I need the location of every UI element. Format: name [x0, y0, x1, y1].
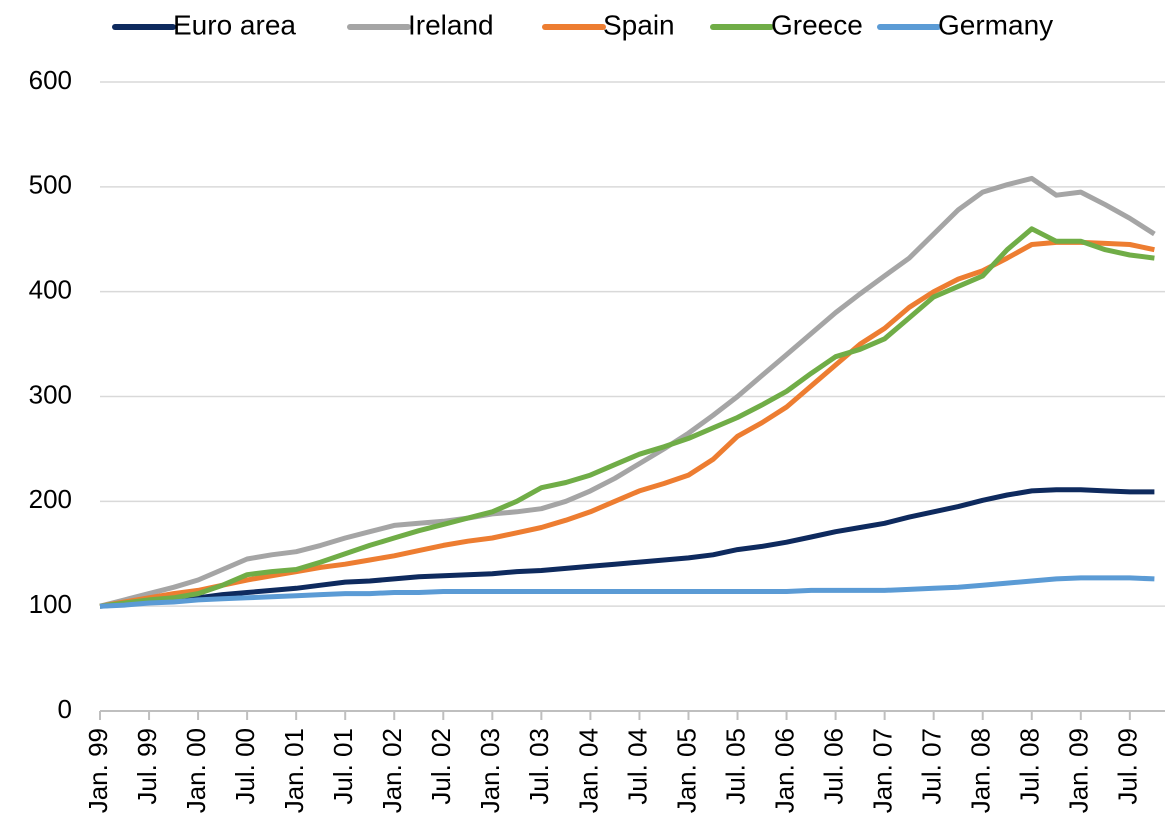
x-tick-label: Jul. 07	[917, 728, 947, 805]
series-line	[99, 226, 1155, 609]
y-tick-label: 100	[29, 589, 72, 619]
x-tick-label: Jan. 04	[573, 728, 603, 813]
x-tick-label: Jan. 02	[377, 728, 407, 813]
series-line	[99, 575, 1155, 609]
x-tick-label: Jul. 01	[328, 728, 358, 805]
x-tick-label: Jul. 09	[1113, 728, 1143, 805]
y-tick-label: 0	[58, 694, 72, 724]
x-tick-label: Jan. 00	[181, 728, 211, 813]
x-tick-label: Jul. 08	[1015, 728, 1045, 805]
legend-label: Spain	[603, 9, 675, 40]
series-line	[99, 175, 1156, 609]
y-tick-label: 200	[29, 484, 72, 514]
series-line	[99, 239, 1155, 609]
x-tick-label: Jul. 03	[524, 728, 554, 805]
x-tick-label: Jan. 01	[279, 728, 309, 813]
x-tick-label: Jul. 05	[720, 728, 750, 805]
y-tick-label: 300	[29, 379, 72, 409]
x-tick-label: Jul. 00	[230, 728, 260, 805]
x-tick-label: Jan. 07	[868, 728, 898, 813]
x-tick-label: Jan. 03	[475, 728, 505, 813]
x-tick-label: Jan. 05	[671, 728, 701, 813]
y-tick-label: 400	[29, 275, 72, 305]
legend-label: Germany	[938, 9, 1053, 40]
x-tick-label: Jan. 09	[1064, 728, 1094, 813]
legend-label: Greece	[771, 9, 863, 40]
x-tick-label: Jan. 99	[83, 728, 113, 813]
legend-label: Ireland	[408, 9, 494, 40]
x-tick-label: Jul. 06	[818, 728, 848, 805]
legend-label: Euro area	[173, 9, 296, 40]
x-tick-label: Jan. 08	[966, 728, 996, 813]
series-line	[99, 487, 1155, 609]
y-tick-label: 500	[29, 170, 72, 200]
x-tick-label: Jul. 99	[132, 728, 162, 805]
x-tick-label: Jan. 06	[769, 728, 799, 813]
x-tick-label: Jul. 04	[622, 728, 652, 805]
y-tick-label: 600	[29, 65, 72, 95]
x-tick-label: Jul. 02	[426, 728, 456, 805]
